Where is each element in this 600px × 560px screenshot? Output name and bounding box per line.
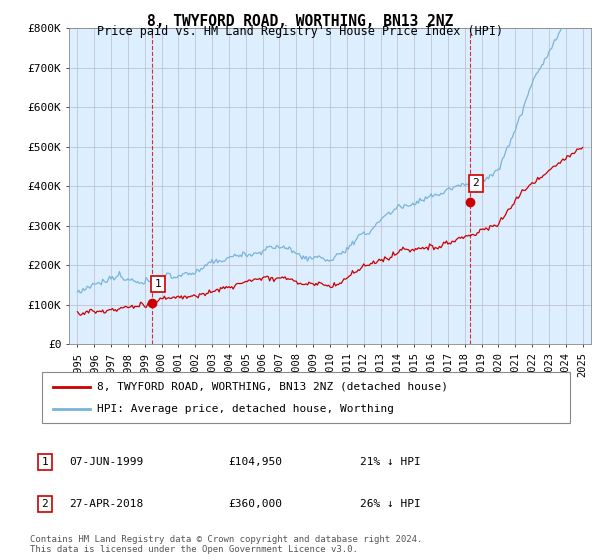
Text: 2: 2 [473, 178, 479, 188]
FancyBboxPatch shape [42, 372, 570, 423]
Text: 1: 1 [155, 279, 161, 289]
Text: 8, TWYFORD ROAD, WORTHING, BN13 2NZ: 8, TWYFORD ROAD, WORTHING, BN13 2NZ [147, 14, 453, 29]
Text: 1: 1 [41, 457, 49, 467]
Text: Price paid vs. HM Land Registry's House Price Index (HPI): Price paid vs. HM Land Registry's House … [97, 25, 503, 38]
Text: £360,000: £360,000 [228, 499, 282, 509]
Text: 07-JUN-1999: 07-JUN-1999 [69, 457, 143, 467]
Text: 8, TWYFORD ROAD, WORTHING, BN13 2NZ (detached house): 8, TWYFORD ROAD, WORTHING, BN13 2NZ (det… [97, 381, 448, 391]
Text: 2: 2 [41, 499, 49, 509]
Text: 26% ↓ HPI: 26% ↓ HPI [360, 499, 421, 509]
Text: £104,950: £104,950 [228, 457, 282, 467]
Text: 27-APR-2018: 27-APR-2018 [69, 499, 143, 509]
Text: Contains HM Land Registry data © Crown copyright and database right 2024.
This d: Contains HM Land Registry data © Crown c… [30, 535, 422, 554]
Text: HPI: Average price, detached house, Worthing: HPI: Average price, detached house, Wort… [97, 404, 394, 414]
Text: 21% ↓ HPI: 21% ↓ HPI [360, 457, 421, 467]
